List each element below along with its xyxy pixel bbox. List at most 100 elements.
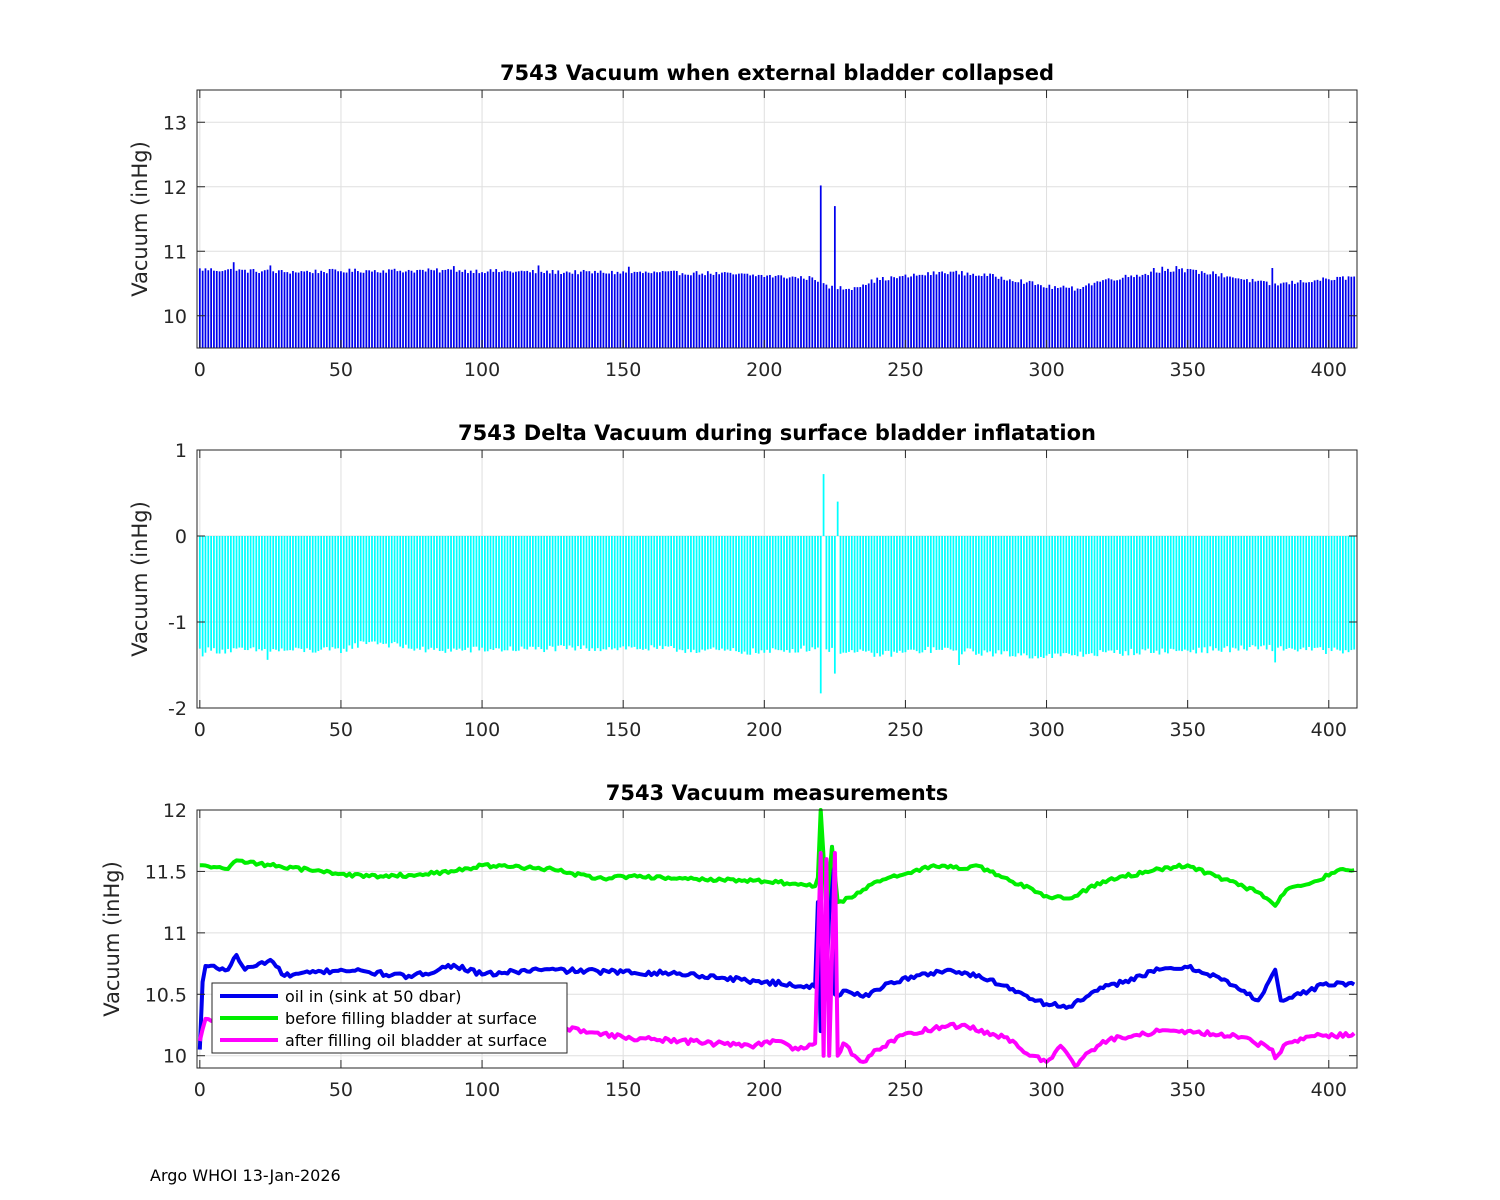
bar — [546, 270, 548, 348]
bar — [619, 536, 622, 648]
bar — [227, 536, 229, 649]
bar — [718, 274, 721, 348]
bar — [1059, 536, 1062, 657]
bar — [244, 536, 246, 650]
bar — [743, 536, 746, 652]
bar — [992, 274, 994, 348]
x-tick-label: 350 — [1170, 719, 1206, 741]
bar — [873, 536, 876, 657]
bar — [433, 270, 435, 348]
bar — [596, 272, 599, 348]
bar — [1119, 536, 1121, 654]
bar — [450, 269, 452, 348]
bar — [221, 536, 224, 650]
bar — [512, 536, 514, 651]
chart-title: 7543 Vacuum when external bladder collap… — [500, 61, 1054, 85]
bar — [286, 536, 289, 651]
bar — [447, 269, 450, 348]
bar — [1020, 536, 1023, 656]
bar — [385, 272, 387, 348]
bar — [1133, 536, 1135, 656]
bar — [503, 270, 506, 348]
bar — [980, 276, 983, 348]
bar — [938, 536, 941, 650]
bar — [255, 536, 258, 652]
bar — [1325, 536, 1327, 654]
bar — [1192, 269, 1195, 348]
legend-label-before-filling: before filling bladder at surface — [285, 1009, 537, 1028]
bar — [486, 536, 489, 652]
bar — [515, 536, 517, 652]
y-tick-label: 10 — [163, 1046, 187, 1068]
bar — [546, 536, 548, 650]
bar — [1037, 284, 1039, 348]
bar — [715, 536, 718, 650]
bar — [509, 271, 512, 348]
bar — [692, 536, 695, 650]
x-tick-label: 350 — [1170, 359, 1206, 381]
bar — [354, 268, 356, 348]
bar — [774, 275, 777, 348]
x-tick-label: 250 — [887, 719, 923, 741]
bar — [258, 536, 260, 650]
bar — [729, 272, 732, 348]
bar — [817, 536, 819, 648]
bar — [537, 536, 540, 647]
bar — [918, 536, 921, 654]
bar — [788, 277, 791, 348]
bar — [529, 272, 531, 348]
bar — [393, 268, 396, 348]
bar — [910, 536, 912, 650]
bar — [1186, 536, 1189, 651]
bar — [1240, 536, 1243, 646]
bar — [450, 536, 452, 652]
bar — [1265, 281, 1268, 348]
bar — [723, 536, 726, 651]
bar — [960, 536, 963, 655]
bar — [706, 536, 709, 650]
bar — [447, 536, 450, 649]
ticks: 0 50 100 150 200 250 300 350 400 -2 -1 0 1 — [168, 440, 1357, 741]
bar — [898, 276, 901, 348]
bar — [263, 270, 266, 348]
bar — [653, 271, 656, 348]
bar — [498, 272, 500, 348]
bar — [952, 536, 955, 651]
bar — [404, 271, 407, 348]
bar — [1215, 536, 1217, 649]
bar — [579, 271, 582, 348]
bar — [1096, 536, 1099, 657]
bar — [1183, 536, 1186, 650]
bar — [255, 271, 258, 348]
bar — [890, 536, 893, 657]
bar — [667, 271, 670, 348]
bar — [436, 536, 438, 649]
bar — [368, 270, 371, 348]
bar — [924, 536, 927, 651]
bar — [873, 282, 876, 348]
bar — [357, 271, 359, 348]
bar — [879, 536, 881, 657]
bar — [379, 536, 382, 643]
y-axis-label: Vacuum (inHg) — [128, 501, 152, 657]
bar — [198, 268, 201, 348]
bar — [1107, 278, 1110, 348]
bar — [1316, 536, 1319, 648]
bar — [876, 536, 879, 654]
bar — [1025, 536, 1028, 656]
bar — [266, 536, 269, 660]
bar — [616, 271, 619, 348]
bar — [489, 536, 492, 650]
bar — [543, 536, 546, 653]
bar — [1310, 282, 1313, 348]
bar — [594, 536, 596, 651]
bar — [836, 501, 839, 536]
bar — [763, 277, 766, 348]
bar — [1342, 276, 1344, 348]
bar — [297, 272, 300, 348]
bar — [636, 536, 639, 650]
bar — [591, 536, 594, 649]
bar — [213, 270, 215, 348]
bar — [591, 273, 594, 348]
bar — [1294, 536, 1296, 650]
